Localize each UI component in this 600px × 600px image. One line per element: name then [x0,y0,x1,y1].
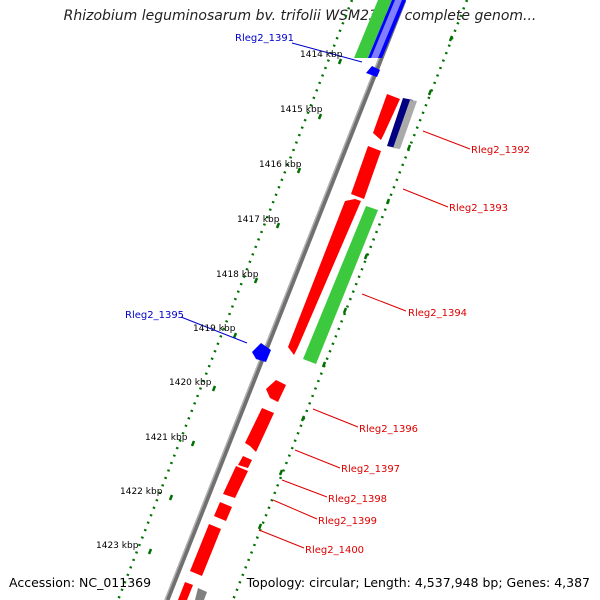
tick-mark [363,253,369,260]
tick-mark [257,523,263,530]
tick-mark [147,548,153,555]
leader-lines [180,42,471,549]
leader-line [272,499,318,520]
tick-mark [427,89,433,96]
gene-label-rleg2-1396[interactable]: Rleg2_1396 [359,424,418,435]
gene-rleg2-1392-bar[interactable] [387,98,417,149]
outer-ruler [231,0,469,600]
tick-label-1420: 1420 kbp [169,378,212,388]
gene-label-rleg2-1400[interactable]: Rleg2_1400 [305,545,364,556]
tick-label-1423: 1423 kbp [96,541,139,551]
leader-line [422,130,471,150]
gene-rleg2-1400-bar[interactable] [190,524,221,576]
tick-mark [300,415,306,422]
tick-mark [190,440,196,447]
gene-label-rleg2-1392[interactable]: Rleg2_1392 [471,145,530,156]
tick-label-1422: 1422 kbp [120,487,163,497]
topology-label: Topology: circular; Length: 4,537,948 bp… [246,575,590,590]
ruler-major-ticks [147,58,343,555]
leader-line [180,316,248,344]
tick-mark [275,222,281,229]
tick-mark [385,198,391,205]
gene-label-rleg2-1391[interactable]: Rleg2_1391 [235,33,294,44]
gene-rleg2-1398-bar[interactable] [223,466,248,498]
gene-rleg2-1395-bar[interactable] [252,343,271,362]
gene-rleg2-1391-bar[interactable] [354,0,406,58]
gene-rleg2-1396-bar[interactable] [266,380,286,402]
tick-mark [317,113,323,120]
tick-label-1419: 1419 kbp [193,324,236,334]
gene-rleg2-1394-bar[interactable] [288,199,361,355]
gene-small-blue-1[interactable] [366,66,380,77]
gene-label-rleg2-1397[interactable]: Rleg2_1397 [341,464,400,475]
tick-mark [211,385,217,392]
gene-label-rleg2-1394[interactable]: Rleg2_1394 [408,308,467,319]
tick-mark [253,277,259,284]
gene-label-rleg2-1398[interactable]: Rleg2_1398 [328,494,387,505]
gene-rleg2-1397-bar[interactable] [245,408,274,452]
tick-mark [321,361,327,368]
tick-label-1414: 1414 kbp [300,50,343,60]
tick-mark [296,167,302,174]
tick-label-1417: 1417 kbp [237,215,280,225]
leader-line [258,529,305,549]
gene-rleg2-1393-bar[interactable] [351,146,381,199]
leader-line [402,188,449,208]
map-title: Rhizobium leguminosarum bv. trifolii WSM… [63,8,537,24]
tick-mark [168,494,174,501]
tick-label-1416: 1416 kbp [259,160,302,170]
tick-mark [278,469,284,476]
gene-end-gray[interactable] [195,588,207,600]
gene-label-rleg2-1399[interactable]: Rleg2_1399 [318,516,377,527]
tick-mark [232,332,238,339]
leader-line [312,408,359,428]
tick-label-1421: 1421 kbp [145,433,188,443]
tick-label-1418: 1418 kbp [216,270,259,280]
accession-label: Accession: NC_011369 [9,575,152,590]
gene-rleg2-1398-a[interactable] [238,456,252,468]
inner-ruler [116,0,354,600]
leader-line [361,293,407,312]
tick-mark [406,144,412,151]
gene-rleg2-1392-red[interactable] [373,94,400,140]
gene-label-rleg2-1395[interactable]: Rleg2_1395 [125,310,184,321]
tick-mark [342,307,348,314]
tick-mark [448,35,454,42]
gene-end-red[interactable] [178,582,193,600]
genome-backbone [164,0,407,600]
outer-ruler-major-ticks [257,35,454,530]
gene-label-rleg2-1393[interactable]: Rleg2_1393 [449,203,508,214]
tick-label-1415: 1415 kbp [280,105,323,115]
gene-rleg2-1399-bar[interactable] [214,502,232,521]
leader-line [294,449,341,469]
gene-rleg2-1394-green[interactable] [303,206,378,364]
tick-mark [337,58,343,65]
leader-line [291,42,363,63]
leader-line [281,479,328,498]
